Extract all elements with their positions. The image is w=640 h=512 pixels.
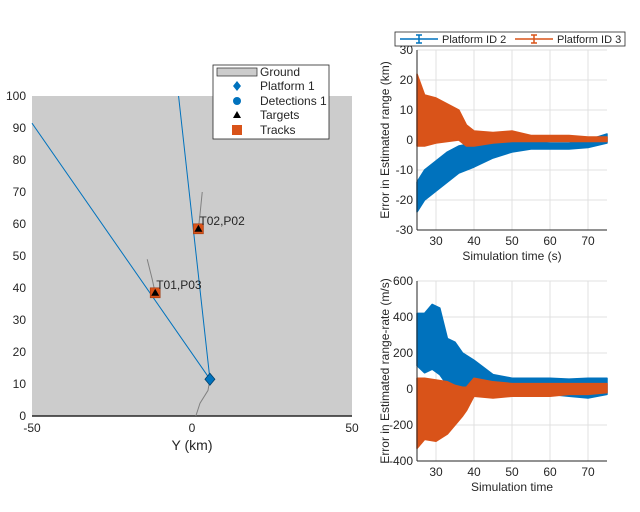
y-tick-label: 20 — [400, 73, 414, 87]
legend-target-icon — [233, 111, 241, 118]
x-tick-label: 0 — [189, 421, 196, 435]
platform-marker — [204, 372, 216, 386]
y-tick-label: 10 — [13, 377, 27, 391]
legend-label: Tracks — [260, 123, 296, 137]
detection-line — [178, 95, 211, 380]
y-tick-label: -200 — [389, 418, 413, 432]
legend-label: Ground — [260, 65, 300, 79]
legend-track-icon — [232, 125, 242, 135]
x-tick-label: 40 — [467, 465, 481, 479]
y-tick-label: 100 — [6, 89, 26, 103]
y-tick-label: 60 — [13, 217, 27, 231]
x-axis-label: Simulation time — [471, 480, 553, 494]
target-marker — [194, 224, 203, 232]
y-tick-label: 200 — [393, 346, 413, 360]
target-trail — [195, 379, 211, 417]
range-rate-error-plot: 30 40 50 60 70 -400 -200 0 200 400 600 Simulation t… — [378, 274, 608, 494]
x-tick-label: 70 — [581, 465, 595, 479]
y-tick-label: 40 — [13, 281, 27, 295]
x-tick-label: -50 — [23, 421, 41, 435]
x-tick-label: 70 — [581, 234, 595, 248]
y-tick-label: 80 — [13, 153, 27, 167]
legend-box — [394, 31, 626, 47]
y-tick-label: 0 — [406, 382, 413, 396]
x-axis-label: Simulation time (s) — [462, 249, 561, 263]
legend-detection-icon — [233, 97, 241, 105]
y-tick-label: 30 — [400, 43, 414, 57]
track-label: T02,P02 — [199, 214, 245, 228]
error-legend: Platform ID 2 Platform ID 3 — [394, 31, 626, 47]
x-tick-label: 30 — [429, 234, 443, 248]
x-tick-label: 50 — [345, 421, 359, 435]
track-label: T01,P03 — [156, 278, 202, 292]
y-tick-label: 50 — [13, 249, 27, 263]
detection-line — [31, 122, 211, 380]
y-tick-label: 70 — [13, 185, 27, 199]
y-tick-label: 20 — [13, 345, 27, 359]
y-tick-label: 0 — [406, 133, 413, 147]
y-axis-label: Error in Estimated range-rate (m/s) — [378, 278, 392, 463]
legend-label: Platform 1 — [260, 79, 315, 93]
y-tick-label: 30 — [13, 313, 27, 327]
x-axis-label: Y (km) — [172, 437, 213, 453]
y-tick-label: 90 — [13, 121, 27, 135]
y-tick-label: 600 — [393, 274, 413, 288]
y-tick-label: -400 — [389, 454, 413, 468]
error-band-platform-id-3 — [416, 377, 608, 450]
target-marker — [151, 288, 160, 296]
legend-label: Detections 1 — [260, 94, 327, 108]
y-tick-label: 400 — [393, 310, 413, 324]
error-band-platform-id-3 — [416, 73, 608, 147]
y-tick-label: -10 — [396, 163, 414, 177]
x-tick-label: 60 — [543, 465, 557, 479]
y-tick-label: 10 — [400, 103, 414, 117]
range-error-plot: 30 40 50 60 70 -30 -20 -10 0 10 20 30 Simulation tim… — [378, 31, 626, 263]
x-tick-label: 60 — [543, 234, 557, 248]
x-tick-label: 40 — [467, 234, 481, 248]
error-band-platform-id-2 — [416, 133, 608, 213]
y-tick-label: 0 — [19, 409, 26, 423]
x-tick-label: 50 — [505, 234, 519, 248]
x-tick-label: 30 — [429, 465, 443, 479]
legend-platform-icon — [233, 81, 241, 91]
y-tick-label: -30 — [396, 223, 414, 237]
legend-label: Targets — [260, 108, 299, 122]
legend-ground-icon — [216, 67, 258, 77]
y-axis-label: Error in Estimated range (km) — [378, 61, 392, 218]
x-tick-label: 50 — [505, 465, 519, 479]
y-tick-label: -20 — [396, 193, 414, 207]
legend-label: Platform ID 3 — [557, 34, 621, 46]
ground-area — [32, 96, 352, 416]
legend-label: Platform ID 2 — [442, 34, 506, 46]
